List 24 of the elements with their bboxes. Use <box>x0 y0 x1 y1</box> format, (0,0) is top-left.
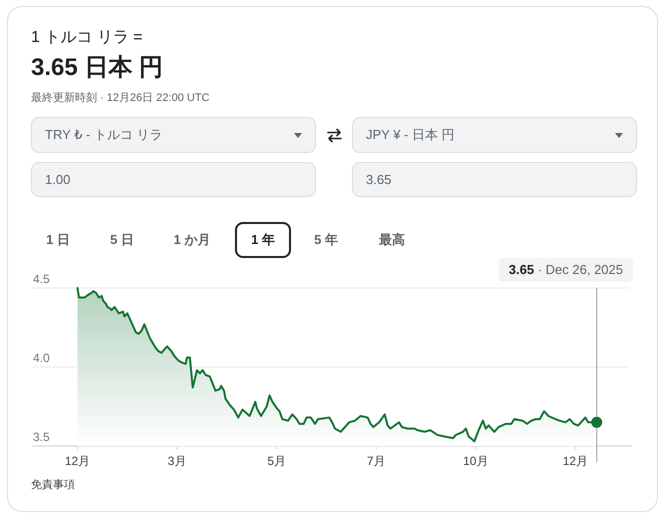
tab-label: 1 年 <box>251 232 275 247</box>
text: 最終更新時刻 · 12月26日 22:00 UTC <box>31 91 210 105</box>
x-tick-label: 10月 <box>463 454 488 468</box>
x-tick-label: 7月 <box>366 454 386 468</box>
tab-label: 最高 <box>379 232 405 247</box>
x-tick-label: 12月 <box>64 454 90 468</box>
tab-label: 1 か月 <box>174 232 210 247</box>
x-tick-label: 12月 <box>562 454 588 468</box>
x-tick-label: 3月 <box>168 454 186 468</box>
y-tick-label: 4.5 <box>33 272 50 286</box>
y-tick-label: 4.0 <box>33 350 50 365</box>
y-tick-label: 3.5 <box>33 430 50 444</box>
field-text: JPY ¥ - 日本 円 <box>366 126 455 144</box>
tab-label: 1 日 <box>46 232 70 247</box>
tooltip-text: 3.65 · Dec 26, 2025 <box>508 262 623 277</box>
field-text: 1.00 <box>45 171 70 189</box>
field-text: TRY ₺ - トルコ リラ <box>45 126 163 144</box>
x-tick-label: 5月 <box>267 454 286 468</box>
tab-label: 5 日 <box>110 232 134 247</box>
chart-subtitle: 3.65 日本 円 <box>31 53 164 83</box>
tab-label: 5 年 <box>314 232 338 247</box>
text: 免責事項 <box>31 478 75 492</box>
field-text: 3.65 <box>366 171 392 189</box>
chart-title: 1 トルコ リラ = <box>31 28 143 48</box>
